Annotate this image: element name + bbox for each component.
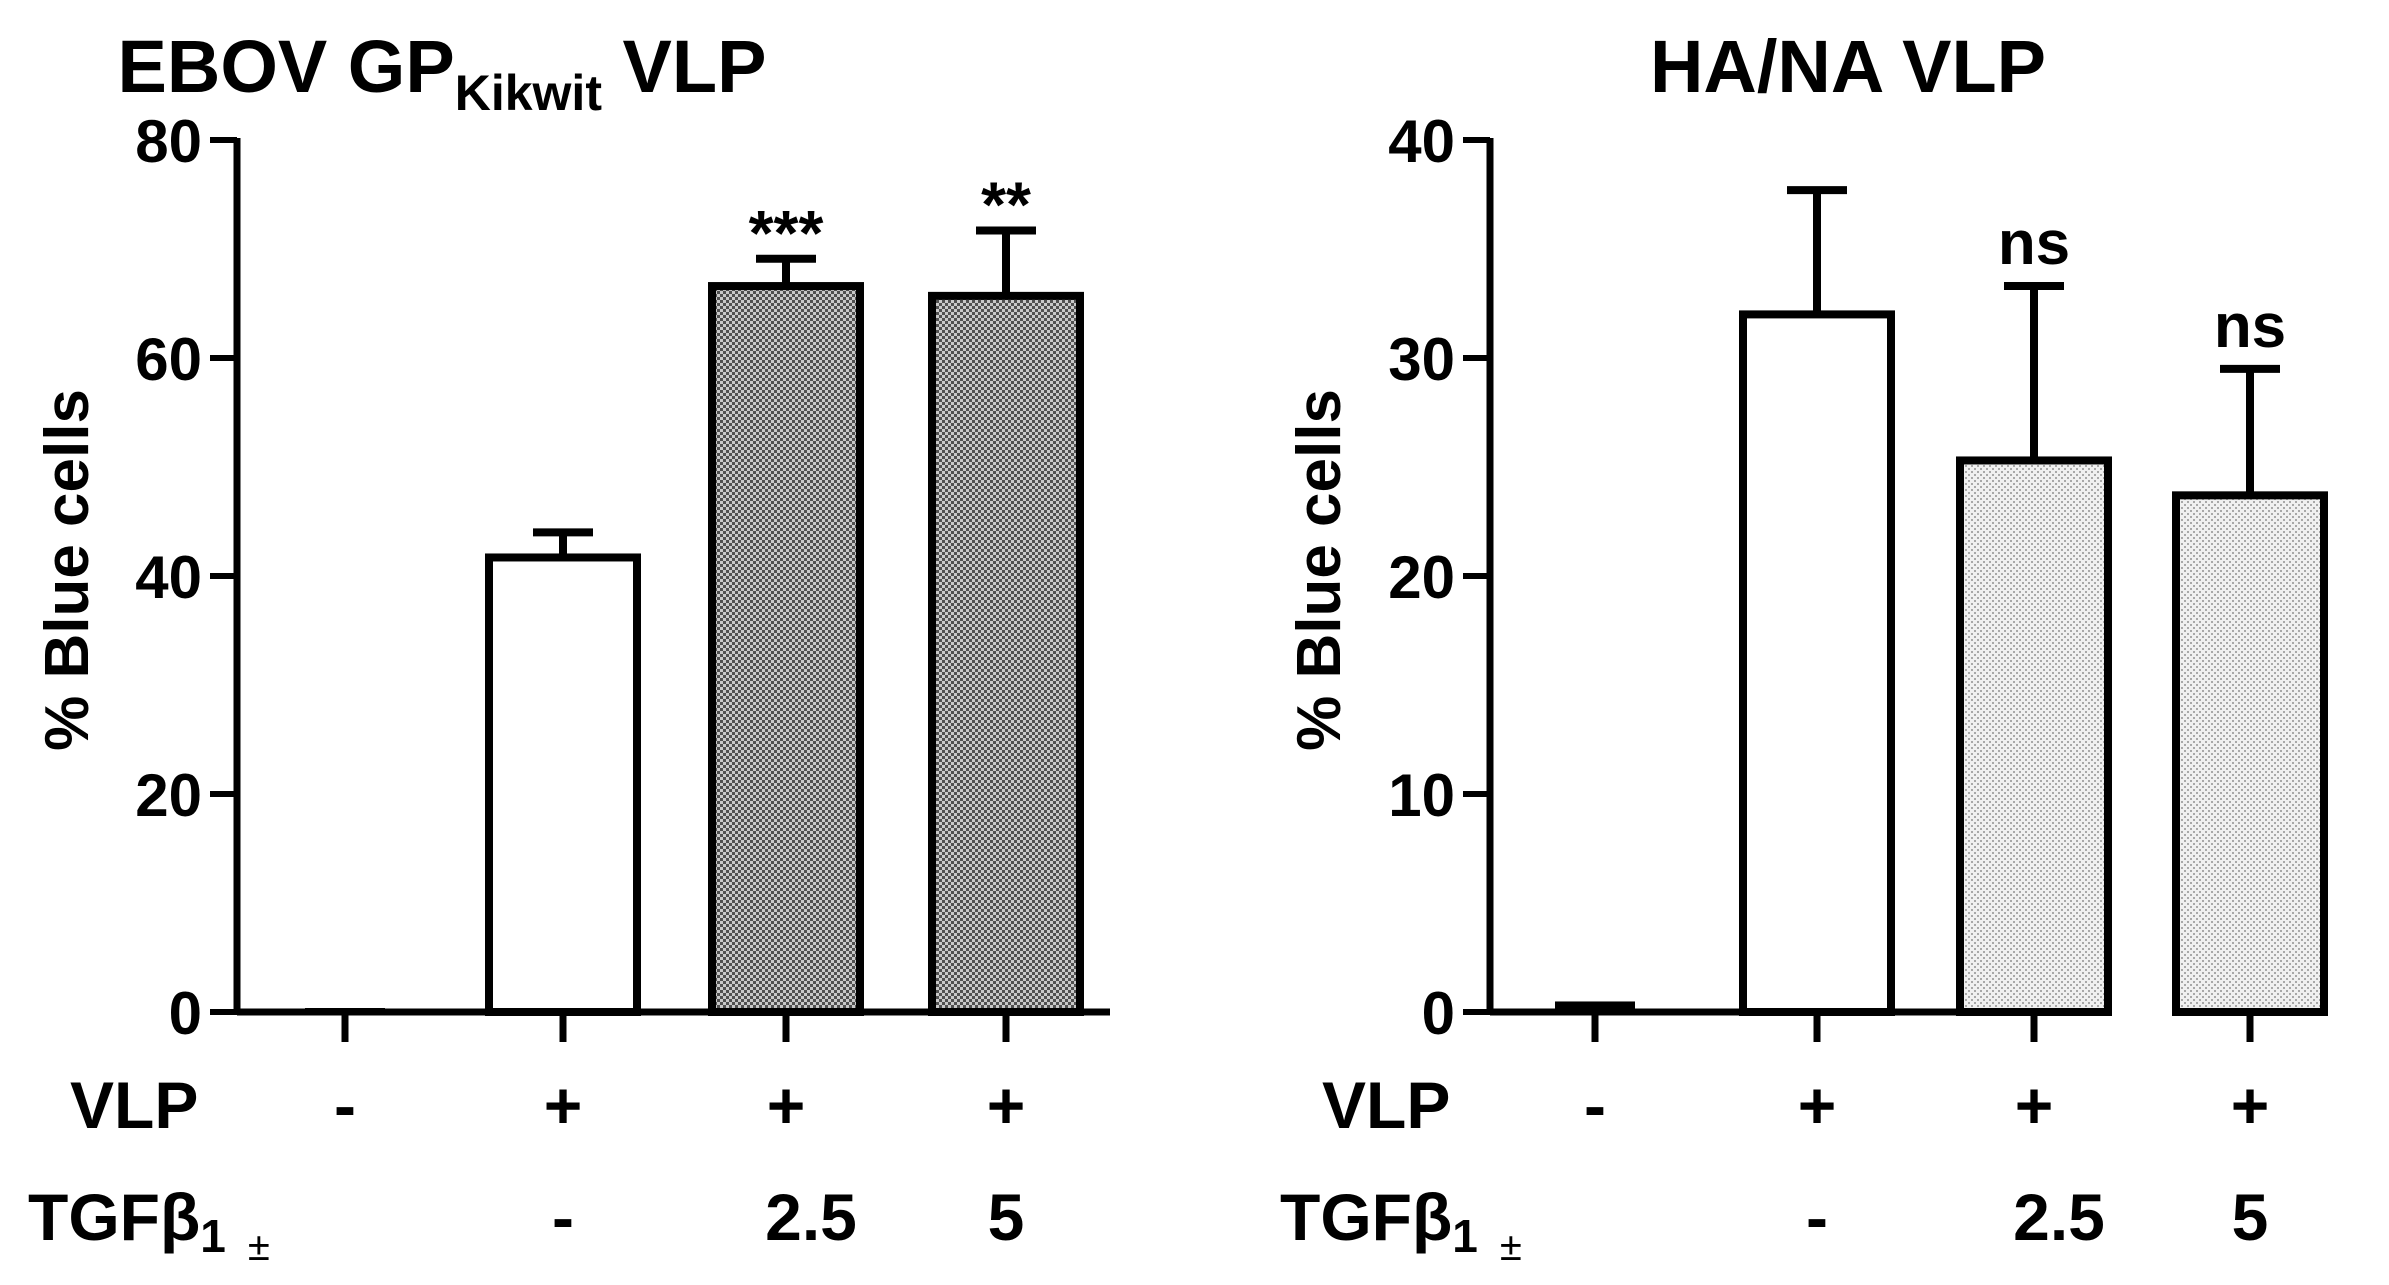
vlp-row-cell: - xyxy=(1584,1068,1606,1142)
vlp-row-cell: - xyxy=(334,1068,356,1142)
bars xyxy=(305,226,1084,1016)
tgf-row-cell: 5 xyxy=(2232,1180,2269,1254)
row-label-vlp: VLP xyxy=(1322,1068,1450,1142)
y-tick-label: 40 xyxy=(1388,108,1455,175)
significance-label: ns xyxy=(1998,209,2070,278)
vlp-row-cell: + xyxy=(987,1068,1026,1142)
y-ticks: 0 10 20 30 40 xyxy=(1388,108,1490,1047)
y-tick-label: 30 xyxy=(1388,326,1455,393)
row-label-vlp: VLP xyxy=(70,1068,198,1142)
y-tick-label: 20 xyxy=(135,762,202,829)
row-label-tgf-sub: 1 xyxy=(1452,1210,1478,1262)
y-tick-label: 10 xyxy=(1388,762,1455,829)
row-label-tgf-pm: ± xyxy=(248,1225,270,1269)
tgf-row-cell: 5 xyxy=(988,1180,1025,1254)
bars xyxy=(1555,186,2328,1016)
chart-title: EBOV GPKikwit VLP xyxy=(118,25,767,121)
chart-title-subscript: Kikwit xyxy=(455,65,603,121)
vlp-row-cell: + xyxy=(2231,1068,2270,1142)
bar xyxy=(1956,456,2112,1016)
chart-title-tail: VLP xyxy=(602,25,766,108)
tgf-row-cell: - xyxy=(1806,1180,1828,1254)
x-ticks xyxy=(341,1012,1010,1042)
y-tick-label: 60 xyxy=(135,326,202,393)
significance-label: ** xyxy=(981,168,1031,240)
row-label-tgf-sub: 1 xyxy=(200,1210,226,1262)
bar xyxy=(1555,1001,1635,1012)
bar xyxy=(485,553,641,1016)
panel-hana: HA/NA VLP % Blue cells 0 10 20 30 40 ns ns VL… xyxy=(1280,25,2328,1269)
vlp-row-cell: + xyxy=(1798,1068,1837,1142)
y-axis-label: % Blue cells xyxy=(1285,389,1354,751)
y-tick-label: 0 xyxy=(1422,980,1455,1047)
y-axis-label: % Blue cells xyxy=(33,389,102,751)
vlp-row-cell: + xyxy=(2015,1068,2054,1142)
chart-title: HA/NA VLP xyxy=(1650,25,2046,108)
vlp-row: - + + + xyxy=(1584,1068,2269,1142)
bar xyxy=(1739,310,1895,1016)
tgf-row-cell: 2.5 xyxy=(2013,1180,2105,1254)
row-label-tgf-main: TGFβ xyxy=(28,1180,200,1254)
significance-label: *** xyxy=(749,197,824,269)
row-label-tgf-pm: ± xyxy=(1500,1225,1522,1269)
chart-title-main: HA/NA VLP xyxy=(1650,25,2046,108)
y-tick-label: 40 xyxy=(135,544,202,611)
y-ticks: 0 20 40 60 80 xyxy=(135,108,237,1047)
y-tick-label: 80 xyxy=(135,108,202,175)
vlp-row: - + + + xyxy=(334,1068,1025,1142)
bar xyxy=(2172,491,2328,1016)
annotations: ns ns xyxy=(1998,209,2286,361)
annotations: *** ** xyxy=(749,168,1031,268)
tgf-row-cell: 2.5 xyxy=(765,1180,857,1254)
chart-title-main: EBOV GP xyxy=(118,25,455,108)
row-label-tgf: TGFβ1 ± xyxy=(1280,1180,1522,1269)
panel-ebov: EBOV GPKikwit VLP % Blue cells 0 20 40 60 80… xyxy=(28,25,1110,1269)
tgf-row: - 2.5 5 xyxy=(1806,1180,2268,1254)
significance-label: ns xyxy=(2214,292,2286,361)
row-label-tgf: TGFβ1 ± xyxy=(28,1180,270,1269)
vlp-row-cell: + xyxy=(544,1068,583,1142)
vlp-row-cell: + xyxy=(767,1068,806,1142)
y-tick-label: 0 xyxy=(169,980,202,1047)
bar xyxy=(708,282,864,1016)
tgf-row: - 2.5 5 xyxy=(552,1180,1024,1254)
bar xyxy=(928,291,1084,1016)
x-ticks xyxy=(1591,1012,2254,1042)
row-label-tgf-main: TGFβ xyxy=(1280,1180,1452,1254)
y-tick-label: 20 xyxy=(1388,544,1455,611)
tgf-row-cell: - xyxy=(552,1180,574,1254)
